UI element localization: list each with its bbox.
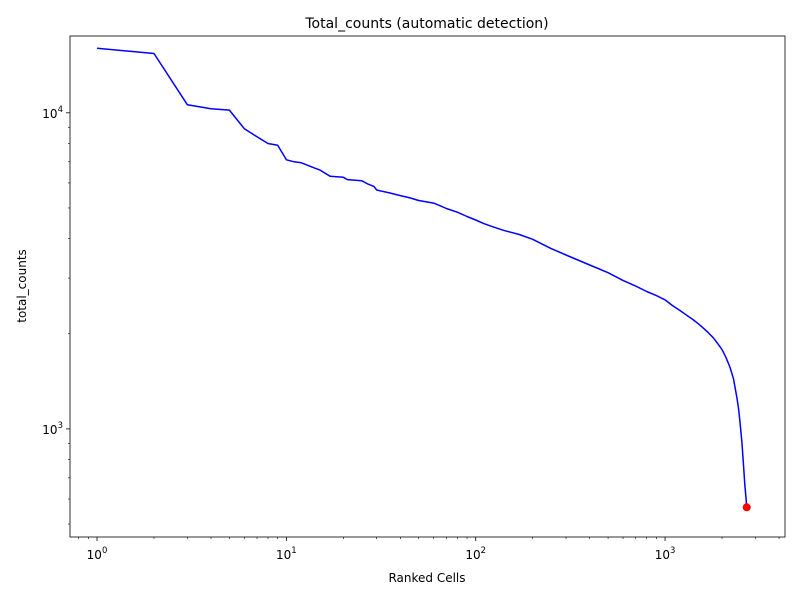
plot-frame (69, 35, 786, 538)
threshold-marker (742, 503, 751, 512)
x-tick-label: 101 (276, 546, 297, 562)
y-axis-label: total_counts (15, 249, 29, 323)
x-axis-label: Ranked Cells (388, 571, 465, 585)
x-tick-label: 102 (465, 546, 486, 562)
plot-area (69, 35, 786, 538)
x-tick-label: 100 (87, 546, 108, 562)
x-tick-label: 103 (655, 546, 676, 562)
y-tick-label: 103 (42, 421, 63, 437)
series-line (96, 47, 748, 508)
y-tick-label: 104 (42, 105, 63, 121)
chart-title: Total_counts (automatic detection) (304, 16, 548, 32)
y-axis: 103 104 (42, 105, 70, 525)
x-axis: 100 101 102 103 (78, 537, 780, 562)
